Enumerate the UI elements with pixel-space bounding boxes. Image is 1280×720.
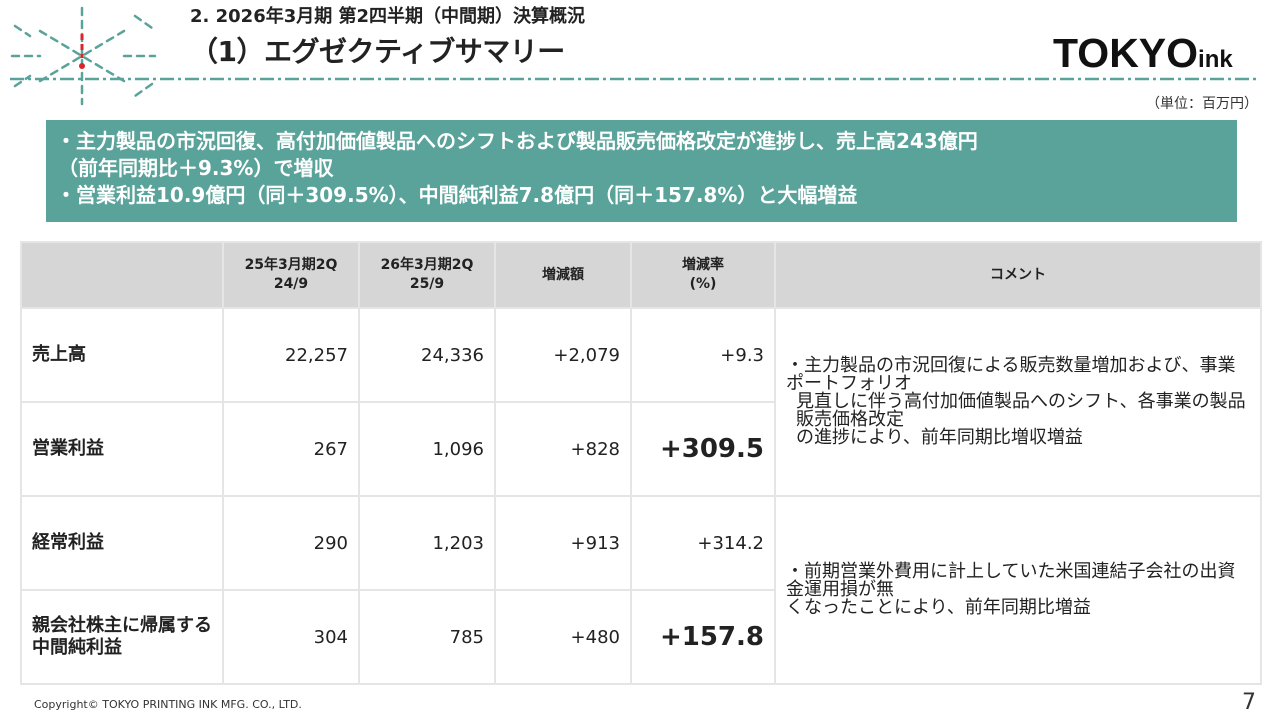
table-row: 売上高 22,257 24,336 +2,079 +9.3 ・主力製品の市況回復…	[20, 307, 1262, 497]
cell-diff: +828	[494, 401, 632, 497]
header-rate: 増減率 (%)	[630, 241, 776, 309]
cell-curr: 1,096	[358, 401, 496, 497]
row-label: 営業利益	[20, 401, 224, 497]
brand-main: TOKYO	[1053, 30, 1199, 76]
table-row: 営業利益 267 1,096 +828 +309.5	[20, 401, 1261, 497]
cell-diff: +913	[494, 495, 632, 591]
summary-line: （前年同期比＋9.3%）で増収	[58, 156, 334, 180]
table-row: 親会社株主に帰属する 中間純利益 304 785 +480 +157.8	[20, 589, 1261, 685]
comment-line: の進捗により、前年同期比増収増益	[796, 427, 1083, 448]
summary-line: ・営業利益10.9億円（同＋309.5%）、中間純利益7.8億円（同＋157.8…	[56, 183, 858, 207]
row-label: 売上高	[20, 307, 224, 403]
brand-sub: ink	[1198, 46, 1233, 73]
comment-line: ・前期営業外費用に計上していた米国連結子会社の出資金運用損が無	[786, 561, 1236, 600]
header-curr-period: 26年3月期2Q 25/9	[358, 241, 496, 309]
cell-prev: 267	[222, 401, 360, 497]
table-row: 経常利益 290 1,203 +913 +314.2 ・前期営業外費用に計上して…	[20, 495, 1262, 685]
cell-rate: +309.5	[630, 401, 776, 497]
table-header-row: 25年3月期2Q 24/9 26年3月期2Q 25/9 増減額 増減率 (%) コメン…	[20, 241, 1262, 309]
cell-rate: +9.3	[630, 307, 776, 403]
unit-label: （単位：百万円）	[1146, 96, 1258, 112]
comment-line: 見直しに伴う高付加価値製品へのシフト、各事業の製品販売価格改定	[796, 391, 1246, 430]
header-prev-period: 25年3月期2Q 24/9	[222, 241, 360, 309]
decorative-snowflake-mark	[10, 6, 157, 106]
cell-prev: 22,257	[222, 307, 360, 403]
summary-line: ・主力製品の市況回復、高付加価値製品へのシフトおよび製品販売価格改定が進捗し、売…	[56, 129, 978, 153]
company-logo: TOKYOink	[1053, 30, 1233, 77]
cell-curr: 785	[358, 589, 496, 685]
comment-line: ・主力製品の市況回復による販売数量増加および、事業ポートフォリオ	[786, 355, 1236, 394]
cell-prev: 290	[222, 495, 360, 591]
header-divider	[10, 77, 1258, 81]
cell-curr: 1,203	[358, 495, 496, 591]
summary-box: ・主力製品の市況回復、高付加価値製品へのシフトおよび製品販売価格改定が進捗し、売…	[46, 120, 1237, 222]
page-number: 7	[1242, 690, 1256, 715]
cell-rate: +157.8	[630, 589, 776, 685]
cell-diff: +2,079	[494, 307, 632, 403]
cell-curr: 24,336	[358, 307, 496, 403]
comment-line: くなったことにより、前年同期比増益	[786, 597, 1091, 618]
cell-prev: 304	[222, 589, 360, 685]
comment-cell: ・前期営業外費用に計上していた米国連結子会社の出資金運用損が無 くなったことによ…	[774, 495, 1262, 685]
cell-diff: +480	[494, 589, 632, 685]
header-comment: コメント	[774, 241, 1262, 309]
header-diff: 増減額	[494, 241, 632, 309]
cell-rate: +314.2	[630, 495, 776, 591]
page-title: （1）エグゼクティブサマリー	[190, 35, 565, 68]
section-title: 2. 2026年3月期 第2四半期（中間期）決算概況	[190, 6, 586, 27]
financial-summary-table: 25年3月期2Q 24/9 26年3月期2Q 25/9 増減額 増減率 (%) コメン…	[20, 241, 1262, 685]
row-label: 親会社株主に帰属する 中間純利益	[20, 589, 224, 685]
row-label: 経常利益	[20, 495, 224, 591]
copyright: Copyright© TOKYO PRINTING INK MFG. CO., …	[34, 698, 302, 711]
header-item	[20, 241, 224, 309]
comment-cell: ・主力製品の市況回復による販売数量増加および、事業ポートフォリオ 見直しに伴う高…	[774, 307, 1262, 497]
